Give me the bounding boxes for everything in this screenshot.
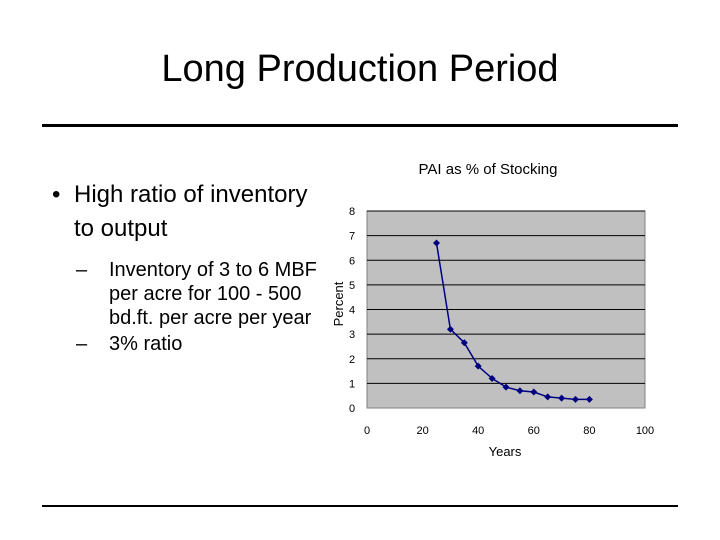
x-tick-label: 60 <box>528 425 540 437</box>
y-tick-label: 8 <box>349 206 355 218</box>
y-tick-label: 5 <box>349 280 355 292</box>
data-point <box>544 393 552 401</box>
data-point <box>433 239 440 247</box>
subbullet-item: – Inventory of 3 to 6 MBF per acre for 1… <box>76 258 318 330</box>
bottom-rule <box>42 505 678 507</box>
data-point <box>502 383 510 391</box>
y-tick-label: 0 <box>349 403 355 415</box>
data-point <box>585 395 593 403</box>
y-tick-label: 4 <box>349 305 355 317</box>
subbullet-list: – Inventory of 3 to 6 MBF per acre for 1… <box>76 258 318 356</box>
data-point <box>446 325 454 333</box>
y-axis-label: Percent <box>331 281 346 326</box>
bullet-text: High ratio of inventory to output <box>74 181 308 242</box>
plot-area <box>366 210 646 409</box>
y-tick-label: 3 <box>349 329 355 341</box>
data-point <box>516 387 524 395</box>
y-tick-label: 6 <box>349 255 355 267</box>
subbullet-item: – 3% ratio <box>76 332 318 356</box>
subbullet-dash: – <box>76 333 88 355</box>
data-point <box>572 395 579 403</box>
y-tick-label: 7 <box>349 231 355 243</box>
bullet-item: • High ratio of inventory to output <box>48 178 318 246</box>
series-line <box>435 242 590 401</box>
data-point <box>474 362 482 370</box>
page-title: Long Production Period <box>161 48 559 90</box>
x-tick-label: 0 <box>364 425 370 437</box>
bullet-list: • High ratio of inventory to output – In… <box>48 178 318 358</box>
x-tick-label: 40 <box>472 425 484 437</box>
data-point <box>558 394 566 402</box>
x-axis-label: Years <box>489 444 522 459</box>
title-rule <box>42 124 678 127</box>
subbullet-dash: – <box>76 259 88 281</box>
y-tick-label: 1 <box>349 378 355 390</box>
y-tick-label: 2 <box>349 354 355 366</box>
x-tick-label: 80 <box>583 425 595 437</box>
data-point <box>488 374 496 382</box>
chart-title: PAI as % of Stocking <box>419 161 558 178</box>
data-point <box>460 339 468 347</box>
bullet-dot: • <box>52 181 61 208</box>
x-tick-label: 100 <box>636 425 654 437</box>
subbullet-text: Inventory of 3 to 6 MBF per acre for 100… <box>109 259 317 329</box>
data-point <box>530 388 538 396</box>
x-tick-label: 20 <box>416 425 428 437</box>
subbullet-text: 3% ratio <box>109 333 183 355</box>
